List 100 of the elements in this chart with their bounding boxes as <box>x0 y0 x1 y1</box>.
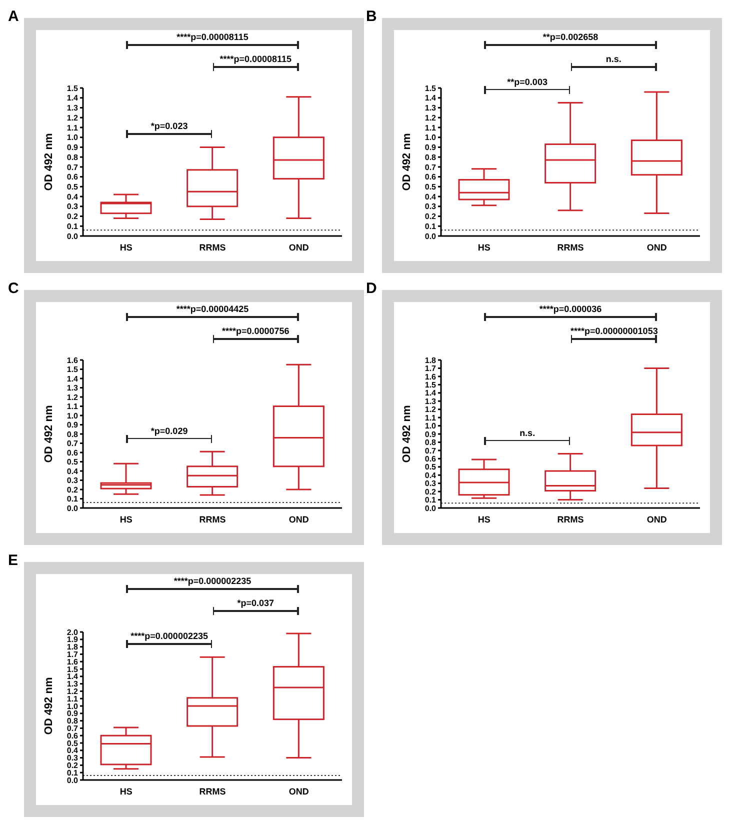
y-tick-label: 0.2 <box>66 485 79 494</box>
y-tick-label: 1.4 <box>424 388 437 398</box>
y-tick-label: 0.2 <box>424 212 437 222</box>
chart-title: C <box>8 280 19 297</box>
y-tick-label: 0.6 <box>424 172 437 182</box>
y-tick-label: 0.8 <box>66 716 79 726</box>
y-tick-label: 0.8 <box>424 438 437 448</box>
y-tick-label: 0.6 <box>66 731 79 740</box>
y-tick-label: 0.7 <box>66 724 79 734</box>
y-tick-label: 0.9 <box>66 420 79 430</box>
chart-title: D <box>366 280 377 297</box>
y-tick-label: 1.2 <box>66 392 79 402</box>
significance-bracket: ****p=0.00008115 <box>126 32 299 50</box>
y-tick-label: 1.0 <box>66 411 79 420</box>
y-tick-label: 1.7 <box>424 364 437 374</box>
y-tick-label: 0.3 <box>66 476 79 486</box>
significance-bracket: **p=0.003 <box>484 76 570 95</box>
x-tick-label: HS <box>120 786 132 796</box>
significance-bracket: **p=0.002658 <box>484 32 657 50</box>
x-tick-label: OND <box>288 242 310 252</box>
y-tick-label: 2.0 <box>66 628 79 637</box>
x-tick-label: RRMS <box>199 786 226 796</box>
significance-bracket: ****p=0.00000001053 <box>570 326 657 344</box>
significance-bracket: *p=0.037 <box>212 598 299 616</box>
significance-bracket: *p=0.029 <box>126 426 212 444</box>
y-tick-label: 1.2 <box>424 113 437 122</box>
significance-bracket: ****p=0.000036 <box>484 304 657 322</box>
x-tick-label: RRMS <box>557 514 584 524</box>
y-tick-label: 1.6 <box>66 657 79 666</box>
x-tick-label: RRMS <box>199 514 226 524</box>
y-tick-label: 0.3 <box>424 202 437 212</box>
significance-bracket: ****p=0.000002235 <box>126 631 212 650</box>
y-tick-label: 1.7 <box>66 650 79 660</box>
y-axis-title: OD 492 nm <box>43 133 55 191</box>
y-tick-label: 0.0 <box>66 232 79 241</box>
y-tick-label: 1.5 <box>424 380 437 390</box>
y-tick-label: 0.9 <box>424 430 437 439</box>
y-tick-label: 0.2 <box>66 212 79 222</box>
y-tick-label: 0.3 <box>66 202 79 212</box>
y-tick-label: 0.1 <box>66 768 79 778</box>
x-tick-label: OND <box>646 242 668 252</box>
y-tick-label: 1.3 <box>424 104 437 113</box>
y-tick-label: 0.7 <box>66 439 79 448</box>
x-tick-label: HS <box>478 514 490 524</box>
x-tick-label: HS <box>478 242 490 252</box>
significance-bracket: ****p=0.0000756 <box>212 326 299 344</box>
x-tick-label: OND <box>288 786 310 796</box>
y-tick-label: 0.8 <box>66 430 79 439</box>
y-tick-label: 1.2 <box>424 405 437 414</box>
significance-bracket: n.s. <box>570 54 657 72</box>
y-tick-label: 1.3 <box>66 384 79 393</box>
y-tick-label: 1.0 <box>424 133 437 142</box>
y-tick-label: 0.8 <box>66 152 79 162</box>
y-tick-label: 0.9 <box>66 143 79 152</box>
y-tick-label: 0.6 <box>66 448 79 458</box>
y-tick-label: 0.5 <box>424 462 437 472</box>
annotation: ****p=0.000002235 <box>130 631 209 642</box>
y-tick-label: 1.8 <box>424 356 437 365</box>
y-tick-label: 0.4 <box>66 192 79 202</box>
y-tick-label: 0.2 <box>424 487 437 496</box>
y-tick-label: 1.4 <box>66 94 79 103</box>
y-tick-label: 1.9 <box>66 635 79 644</box>
y-tick-label: 1.4 <box>424 94 437 103</box>
y-axis-title: OD 492 nm <box>43 677 55 735</box>
y-tick-label: 1.3 <box>66 104 79 113</box>
y-axis-title: OD 492 nm <box>401 405 413 463</box>
x-tick-label: RRMS <box>199 242 226 252</box>
y-tick-label: 0.9 <box>66 709 79 718</box>
y-tick-label: 1.4 <box>66 374 79 384</box>
significance-bracket: ****p=0.00008115 <box>212 54 299 72</box>
y-tick-label: 0.9 <box>424 143 437 152</box>
y-tick-label: 1.0 <box>66 702 79 711</box>
y-tick-label: 0.1 <box>66 222 79 231</box>
y-tick-label: 1.1 <box>424 123 437 132</box>
y-tick-label: 0.7 <box>66 162 79 172</box>
y-axis-title: OD 492 nm <box>401 133 413 191</box>
y-axis-title: OD 492 nm <box>43 405 55 463</box>
y-tick-label: 0.4 <box>66 466 79 476</box>
y-tick-label: 0.4 <box>424 470 437 480</box>
y-tick-label: 1.2 <box>66 113 79 122</box>
y-tick-label: 0.7 <box>424 446 437 456</box>
y-tick-label: 1.4 <box>66 672 79 682</box>
significance-bracket: ****p=0.000002235 <box>126 576 299 594</box>
y-tick-label: 1.0 <box>66 133 79 142</box>
significance-bracket: *p=0.023 <box>126 121 212 140</box>
y-tick-label: 0.6 <box>66 172 79 182</box>
y-tick-label: 0.0 <box>424 504 437 513</box>
x-tick-label: OND <box>288 514 310 524</box>
annotation: n.s. <box>518 428 536 439</box>
y-tick-label: 1.1 <box>66 402 79 412</box>
x-tick-label: RRMS <box>557 242 584 252</box>
y-tick-label: 0.5 <box>424 182 437 192</box>
y-tick-label: 0.0 <box>424 232 437 241</box>
y-tick-label: 0.1 <box>66 494 79 504</box>
y-tick-label: 1.5 <box>424 84 437 93</box>
y-tick-label: 0.1 <box>424 496 437 505</box>
y-tick-label: 1.1 <box>424 413 437 422</box>
y-tick-label: 1.0 <box>424 422 437 431</box>
y-tick-label: 1.1 <box>66 694 79 704</box>
y-tick-label: 0.3 <box>66 754 79 763</box>
